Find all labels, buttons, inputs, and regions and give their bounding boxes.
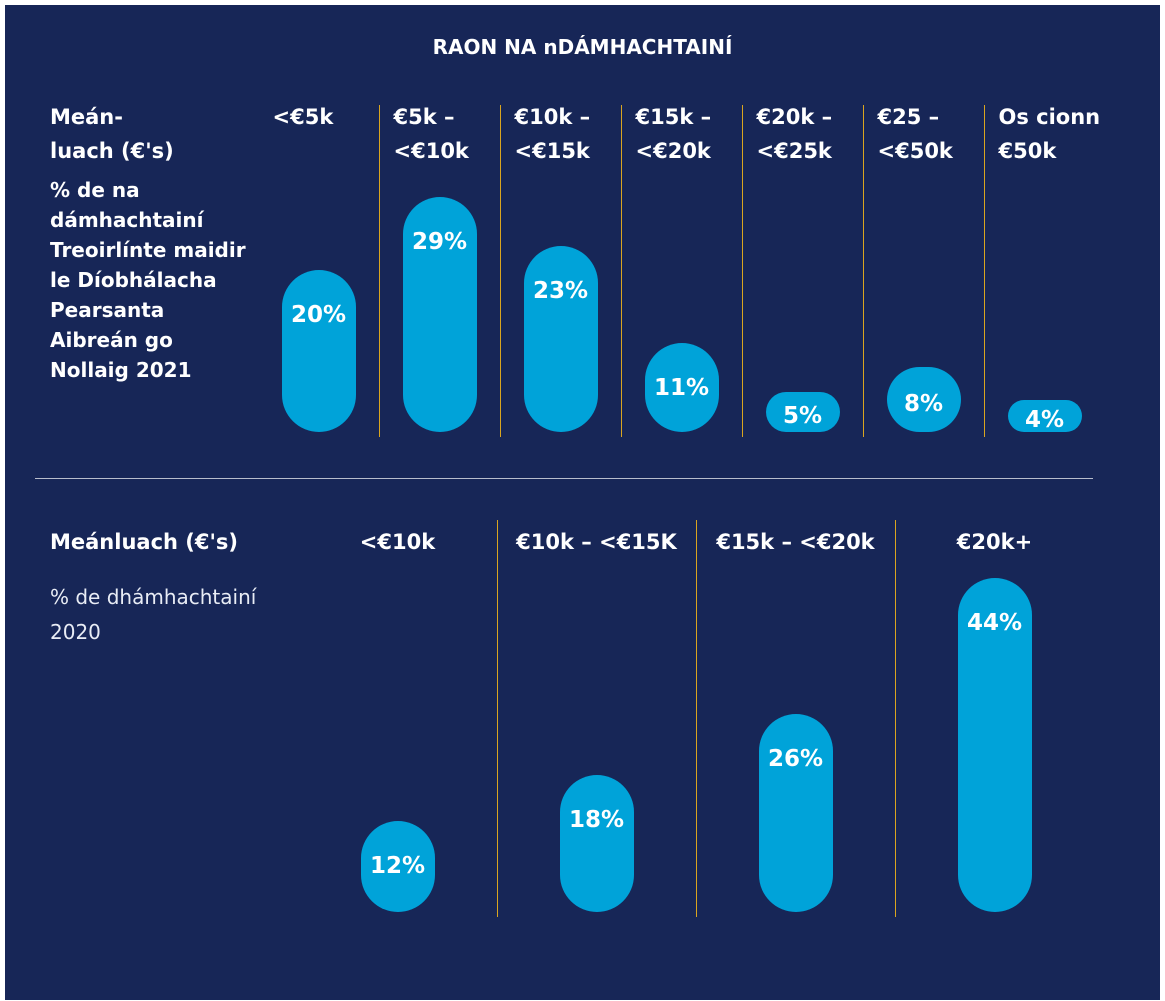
title: RAON NA nDÁMHACHTAINÍ bbox=[432, 35, 733, 59]
category-label: <€5k bbox=[272, 105, 334, 129]
column-separator bbox=[696, 520, 697, 917]
value-label: 11% bbox=[653, 374, 710, 401]
value-label: 18% bbox=[568, 807, 625, 834]
category-label: €20k+ bbox=[956, 530, 1033, 554]
value-label: 20% bbox=[290, 302, 347, 328]
bar bbox=[957, 577, 1032, 912]
column-separator bbox=[500, 105, 501, 437]
value-label: 4% bbox=[1024, 406, 1065, 433]
axis-label: Meánluach (€'s) bbox=[50, 530, 239, 554]
category-label: <€10k bbox=[359, 530, 436, 554]
bar bbox=[886, 367, 961, 432]
subtitle: % de na dámhachtainí Treoirlínte maidir … bbox=[50, 178, 246, 382]
bar bbox=[765, 391, 840, 432]
category-label: €15k – <€20k bbox=[635, 105, 712, 163]
column-separator bbox=[984, 105, 985, 437]
column-separator bbox=[379, 105, 380, 437]
category-label: Os cionn €50k bbox=[998, 105, 1101, 163]
category-label: €10k – <€15K bbox=[516, 530, 677, 554]
axis-label: Meán-luach (€'s) bbox=[50, 105, 174, 163]
divider bbox=[35, 478, 1093, 479]
value-label: 12% bbox=[369, 852, 426, 879]
value-label: 8% bbox=[903, 390, 944, 417]
column-separator bbox=[497, 520, 498, 917]
value-label: 5% bbox=[782, 402, 823, 429]
bar bbox=[402, 197, 477, 432]
column-separator bbox=[621, 105, 622, 437]
value-label: 26% bbox=[767, 746, 824, 773]
column-separator bbox=[742, 105, 743, 437]
infographic: RAON NA nDÁMHACHTAINÍ Meán-luach (€'s) % … bbox=[5, 5, 1160, 1000]
category-label: €25 – <€50k bbox=[877, 105, 953, 163]
value-label: 44% bbox=[966, 609, 1023, 636]
category-label: €20k – <€25k bbox=[756, 105, 833, 163]
value-label: 23% bbox=[532, 277, 589, 304]
bar bbox=[281, 270, 356, 432]
value-label: 29% bbox=[411, 229, 468, 256]
category-label: €10k – <€15k bbox=[514, 105, 591, 163]
bar bbox=[758, 714, 833, 912]
column-separator bbox=[863, 105, 864, 437]
bar bbox=[559, 775, 634, 912]
bar bbox=[360, 820, 435, 912]
bar bbox=[1007, 399, 1082, 432]
category-label: €5k – <€10k bbox=[393, 105, 469, 163]
category-label: €15k – <€20k bbox=[716, 530, 875, 554]
bar bbox=[644, 342, 719, 432]
subtitle: % de dhámhachtainí 2020 bbox=[50, 585, 257, 644]
bar bbox=[523, 245, 598, 432]
column-separator bbox=[895, 520, 896, 917]
